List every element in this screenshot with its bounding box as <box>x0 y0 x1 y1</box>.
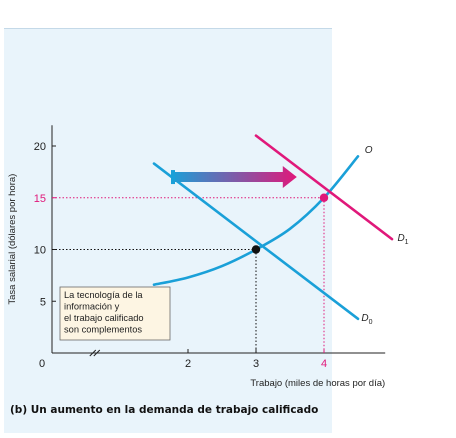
demand-shift-arrow-tail <box>171 170 175 185</box>
note-line-2: información y <box>64 302 120 312</box>
axis-break-mark-2 <box>93 349 101 357</box>
series-d0 <box>152 162 360 321</box>
demand-shift-arrow <box>171 166 297 189</box>
series-d1 <box>254 134 394 241</box>
note-line-3: el trabajo calificado <box>64 313 144 323</box>
curve-label-d0: D0 <box>361 313 372 326</box>
curve-label-d1: D1 <box>397 233 408 246</box>
equilibrium-point-1 <box>319 193 329 202</box>
y-tick-label-20: 20 <box>34 141 46 153</box>
chart-panel <box>4 28 332 433</box>
equilibrium-point-0 <box>251 245 261 254</box>
x-origin-label: 0 <box>39 358 45 370</box>
note-line-4: son complementos <box>64 325 142 335</box>
x-tick-label-3: 3 <box>253 358 259 370</box>
figure-caption: (b) Un aumento en la demanda de trabajo … <box>10 404 319 416</box>
y-tick-label-5: 5 <box>40 296 46 308</box>
axis-break-mark-1 <box>89 349 97 357</box>
y-axis-title: Tasa salarial (dólares por hora) <box>7 174 18 305</box>
note-box <box>59 286 171 341</box>
x-tick-label-2: 2 <box>185 358 191 370</box>
y-tick-label-15: 15 <box>34 193 46 205</box>
x-tick-label-4: 4 <box>321 358 327 370</box>
note-line-1: La tecnología de la <box>64 290 143 300</box>
y-tick-label-10: 10 <box>34 245 46 257</box>
curve-label-o: O <box>365 145 373 156</box>
x-axis-title: Trabajo (miles de horas por día) <box>250 378 385 389</box>
